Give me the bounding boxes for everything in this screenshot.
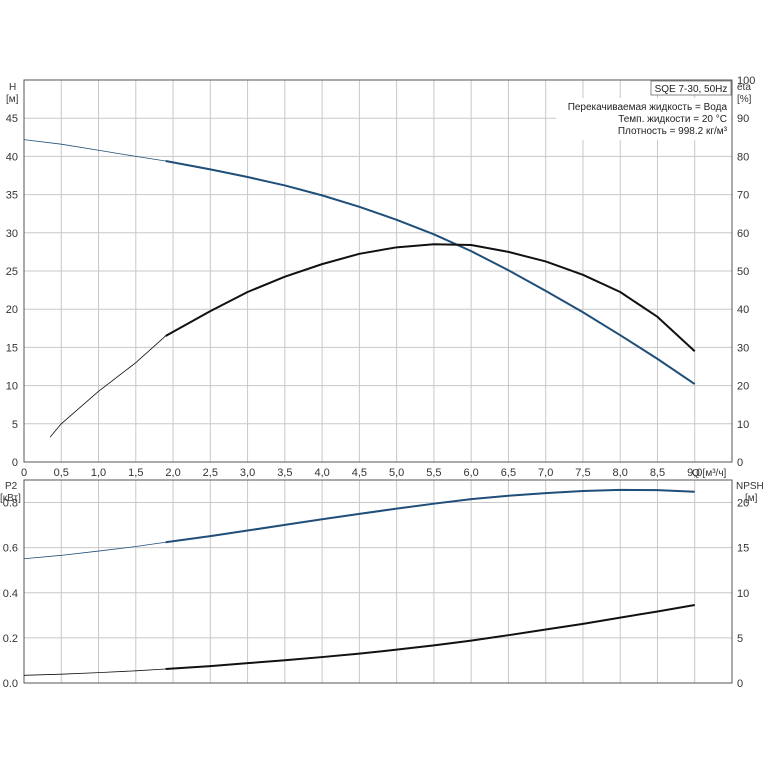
q-tick-label: 3,0: [240, 467, 255, 479]
h-tick-label: 25: [6, 266, 18, 278]
h-tick-label: 0: [12, 457, 18, 469]
eta-curve: [165, 243, 696, 352]
p1-curve-extrapolated: [23, 668, 166, 676]
bottom-tick-labels: 0.0 0.2 0.4 0.6 0.8 0 5 10 15 20: [3, 498, 750, 690]
q-axis-label: Q [м³/ч]: [692, 468, 727, 479]
eta-tick-label: 70: [737, 190, 749, 202]
q-tick-label: 9,0: [687, 467, 702, 479]
h-curve-extrapolated: [23, 139, 166, 162]
q-tick-label: 8,5: [650, 467, 665, 479]
bottom-series-group: [23, 488, 695, 676]
p2-curve: [165, 488, 695, 544]
info-box: SQE 7-30, 50Hz Перекачиваемая жидкость =…: [556, 80, 732, 140]
h-tick-label: 15: [6, 342, 18, 354]
eta-tick-label: 100: [737, 75, 755, 87]
h-tick-label: 30: [6, 228, 18, 240]
eta-curve-extrapolated: [49, 335, 166, 438]
p2-axis-label: P2: [5, 481, 18, 492]
top-series-group: [23, 139, 696, 438]
info-density: Плотность = 998.2 кг/м³: [618, 126, 728, 137]
h-tick-label: 35: [6, 190, 18, 202]
npsh-axis-unit: [м]: [745, 493, 758, 504]
p2-tick-label: 0.0: [3, 678, 18, 690]
eta-tick-label: 80: [737, 151, 749, 163]
p2-tick-label: 0.4: [3, 588, 18, 600]
npsh-tick-label: 10: [737, 588, 749, 600]
h-axis-label: H: [9, 82, 16, 93]
top-tick-labels: 0 0,5 1,0 1,5 2,0 2,5 3,0 3,5 4,0 4,5 5,0 5,5 6,0 6,5…: [6, 75, 756, 479]
eta-tick-label: 90: [737, 113, 749, 125]
title-box: [650, 80, 732, 96]
h-tick-label: 45: [6, 113, 18, 125]
q-tick-label: 2,0: [165, 467, 180, 479]
bottom-plot-frame: [23, 479, 733, 684]
info-temperature: Темп. жидкости = 20 °C: [618, 114, 727, 125]
npsh-tick-label: 5: [737, 633, 743, 645]
h-curve: [165, 160, 696, 385]
p2-tick-label: 0.8: [3, 498, 18, 510]
chart-title: SQE 7-30, 50Hz: [655, 84, 728, 95]
q-tick-label: 1,0: [91, 467, 106, 479]
h-tick-label: 10: [6, 381, 18, 393]
h-tick-label: 5: [12, 419, 18, 431]
q-tick-label: 4,5: [352, 467, 367, 479]
eta-tick-label: 50: [737, 266, 749, 278]
npsh-tick-label: 0: [737, 678, 743, 690]
eta-tick-label: 20: [737, 381, 749, 393]
npsh-tick-label: 20: [737, 498, 749, 510]
info-background: [556, 98, 731, 140]
eta-axis-unit: [%]: [737, 94, 752, 105]
top-plot-frame: [23, 79, 733, 463]
h-tick-label: 20: [6, 304, 18, 316]
p2-tick-label: 0.6: [3, 543, 18, 555]
h-tick-label: 40: [6, 151, 18, 163]
eta-tick-label: 10: [737, 419, 749, 431]
p2-tick-label: 0.2: [3, 633, 18, 645]
bottom-grid: [23, 480, 732, 684]
q-tick-label: 3,5: [277, 467, 292, 479]
q-tick-label: 5,0: [389, 467, 404, 479]
p2-curve-extrapolated: [23, 541, 166, 560]
q-tick-label: 4,0: [314, 467, 329, 479]
npsh-tick-label: 15: [737, 543, 749, 555]
q-tick-label: 0,5: [54, 467, 69, 479]
q-tick-label: 6,5: [501, 467, 516, 479]
q-tick-label: 2,5: [203, 467, 218, 479]
eta-tick-label: 40: [737, 304, 749, 316]
eta-tick-label: 60: [737, 228, 749, 240]
eta-tick-label: 30: [737, 342, 749, 354]
q-tick-label: 6,0: [464, 467, 479, 479]
q-tick-label: 7,5: [575, 467, 590, 479]
h-axis-unit: [м]: [6, 94, 19, 105]
q-tick-label: 5,5: [426, 467, 441, 479]
q-tick-label: 1,5: [128, 467, 143, 479]
npsh-axis-label: NPSH: [736, 481, 764, 492]
q-tick-label: 7,0: [538, 467, 553, 479]
eta-axis-label: eta: [737, 82, 751, 93]
eta-tick-label: 0: [737, 457, 743, 469]
p2-axis-unit: [кВт]: [0, 493, 21, 504]
q-tick-label: 8,0: [613, 467, 628, 479]
q-tick-label: 0: [21, 467, 27, 479]
info-liquid: Перекачиваемая жидкость = Вода: [568, 102, 728, 113]
p1-curve: [165, 603, 695, 671]
